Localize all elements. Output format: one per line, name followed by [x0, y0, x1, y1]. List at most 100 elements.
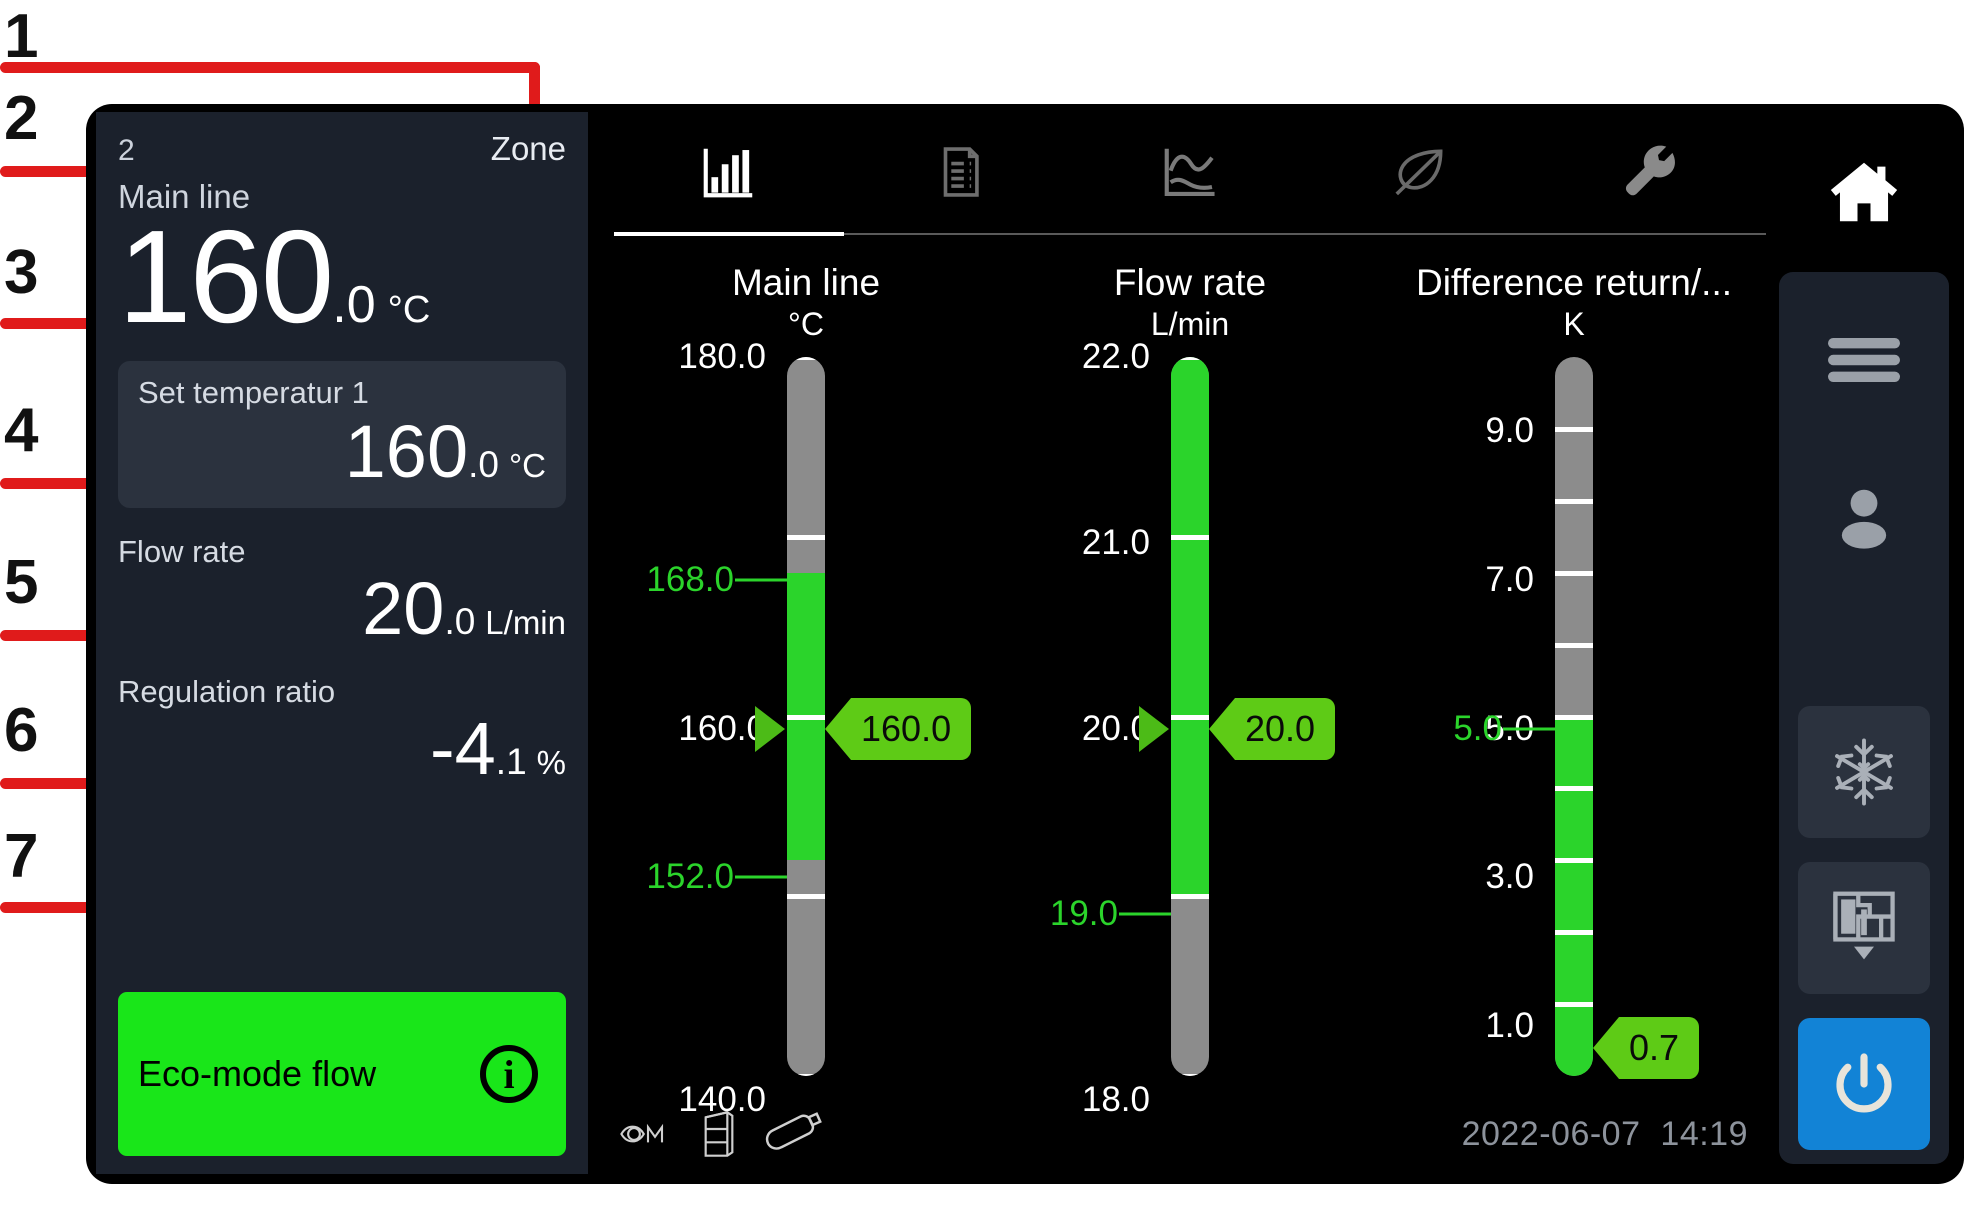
gauge-value-label: 0.7 — [1629, 1026, 1680, 1068]
power-icon — [1836, 1053, 1892, 1113]
right-sidebar — [1774, 112, 1954, 1174]
tab-eco[interactable] — [1305, 112, 1535, 232]
flow-rate-dec: .0 — [444, 601, 476, 643]
gauge-tick — [787, 357, 825, 360]
eco-mode-flow-button[interactable]: Eco-mode flow i — [118, 992, 566, 1156]
tab-bar — [614, 112, 1766, 232]
gauge-bar-background — [1555, 357, 1593, 1076]
stack-icon[interactable] — [702, 1109, 736, 1159]
tab-log[interactable] — [844, 112, 1074, 232]
gauge-scale-label: 3.0 — [1485, 857, 1534, 897]
set-temperature-unit: °C — [508, 446, 546, 484]
tab-service[interactable] — [1536, 112, 1766, 232]
info-icon[interactable]: i — [480, 1045, 538, 1103]
regulation-ratio-unit: % — [536, 744, 566, 781]
gauge-tick — [1555, 642, 1593, 648]
clock-time: 14:19 — [1660, 1114, 1748, 1153]
gauge-scale-label: 160.0 — [678, 708, 766, 748]
set-temperature-card[interactable]: Set temperatur 1 160 .0 °C — [118, 360, 566, 509]
gauge-value-label: 160.0 — [861, 707, 952, 749]
leaf-icon — [1395, 149, 1443, 196]
sidebar-item-cooling[interactable] — [1798, 706, 1930, 838]
clock: 2022-06-07 14:19 — [1462, 1115, 1748, 1154]
clock-date: 2022-06-07 — [1461, 1114, 1641, 1153]
gauge-tick — [787, 714, 825, 720]
eye-m-icon[interactable] — [620, 1114, 676, 1154]
gauge-0: Main line °C 140.0 160.0 180.0 168.0 152.0 160.… — [614, 262, 998, 1119]
sidebar-item-user[interactable] — [1798, 450, 1930, 582]
gauge-scale-label: 180.0 — [678, 337, 766, 376]
tab-underline — [614, 232, 1766, 236]
callout-number-1: 1 — [4, 2, 39, 71]
gauge-scale-label: 140.0 — [678, 1080, 766, 1119]
tab-overview[interactable] — [614, 112, 844, 232]
home-icon — [1830, 162, 1898, 222]
regulation-ratio-value: -4 .1 % — [118, 710, 566, 788]
flow-rate-value: 20 .0 L/min — [118, 570, 566, 648]
gauge-1: Flow rate L/min 18.0 20.0 21.0 22.0 19.0 20.0 — [998, 262, 1382, 1119]
regulation-ratio-dec: .1 — [495, 741, 527, 782]
gauge-limit-leader — [1503, 727, 1555, 730]
set-temperature-dec: .0 — [468, 443, 499, 485]
gauge-limit-leader — [735, 875, 787, 879]
tab-underline-active — [614, 232, 845, 236]
gauge-limit-label: 19.0 — [1049, 894, 1118, 934]
usb-stick-icon[interactable] — [762, 1111, 822, 1157]
gauge-unit: L/min — [1150, 306, 1230, 342]
zone-number: 2 — [118, 134, 135, 167]
gauge-bar-background — [787, 357, 825, 1076]
flow-rate-metric: Flow rate 20 .0 L/min — [118, 534, 566, 648]
gauge-group: Main line °C 140.0 160.0 180.0 168.0 152.0 160.… — [614, 236, 1766, 1119]
hamburger-menu-icon — [1828, 338, 1900, 382]
gauge-scale-label: 22.0 — [1081, 337, 1150, 376]
gauge-scale-label: 21.0 — [1081, 522, 1150, 562]
sidebar-item-menu[interactable] — [1798, 294, 1930, 426]
sidebar-item-home[interactable] — [1774, 112, 1954, 272]
gauge-limit-label: 168.0 — [646, 559, 734, 599]
flow-rate-label: Flow rate — [118, 534, 246, 570]
gauge-tick — [1555, 930, 1593, 936]
gauge-tick — [1171, 714, 1209, 720]
set-temperature-value: 160 .0 °C — [138, 412, 546, 491]
gauge-tick — [787, 534, 825, 540]
device-screen: 2 Zone Main line 160 .0 °C Set temperatu… — [86, 104, 1964, 1184]
sidebar-item-zone-select[interactable] — [1798, 862, 1930, 994]
gauge-badge-notch — [825, 697, 851, 760]
set-temperature-label: Set temperatur 1 — [138, 374, 369, 410]
gauge-unit: K — [1563, 306, 1585, 342]
gauge-tick — [1555, 786, 1593, 792]
gauge-bar-background — [1171, 357, 1209, 1076]
gauge-value-badge: 0.7 — [1593, 1016, 1700, 1079]
sidebar-item-power[interactable] — [1798, 1018, 1930, 1150]
gauge-bar — [1171, 357, 1209, 1076]
sidebar-button-stack — [1779, 272, 1949, 1164]
gauge-bar — [787, 357, 825, 1076]
gauge-tick — [1171, 1074, 1209, 1076]
gauge-unit: °C — [788, 306, 824, 342]
callout-line-1 — [0, 62, 540, 73]
gauge-tick — [787, 894, 825, 900]
gauge-tick — [1555, 426, 1593, 432]
gauge-2: Difference return/... K 1.0 3.0 5.0 7.0 9.0 5.0… — [1382, 262, 1766, 1100]
tab-trend[interactable] — [1075, 112, 1305, 232]
gauge-tick — [1555, 570, 1593, 576]
gauge-tick — [1555, 498, 1593, 504]
gauge-limit-label: 152.0 — [646, 857, 734, 897]
gauge-body: 1.0 3.0 5.0 7.0 9.0 5.0 0.7 — [1382, 357, 1766, 1100]
callout-number-6: 6 — [4, 696, 39, 765]
gauge-scale-label: 18.0 — [1081, 1080, 1150, 1119]
zone-layout-icon — [1833, 891, 1895, 960]
main-line-value-int: 160 — [118, 203, 334, 350]
flow-rate-unit: L/min — [485, 604, 566, 642]
wrench-icon — [1625, 145, 1675, 196]
callout-number-2: 2 — [4, 84, 39, 153]
gauge-tick — [787, 1074, 825, 1076]
gauge-body: 140.0 160.0 180.0 168.0 152.0 160.0 — [614, 337, 998, 1119]
left-status-panel: 2 Zone Main line 160 .0 °C Set temperatu… — [96, 112, 588, 1174]
status-icons — [620, 1109, 822, 1159]
gauge-value-label: 20.0 — [1245, 707, 1316, 749]
gauge-tick — [1555, 1002, 1593, 1008]
main-line-unit: °C — [387, 289, 431, 331]
gauge-scale-label: 20.0 — [1081, 708, 1150, 748]
gauge-scale-label: 1.0 — [1485, 1005, 1534, 1045]
